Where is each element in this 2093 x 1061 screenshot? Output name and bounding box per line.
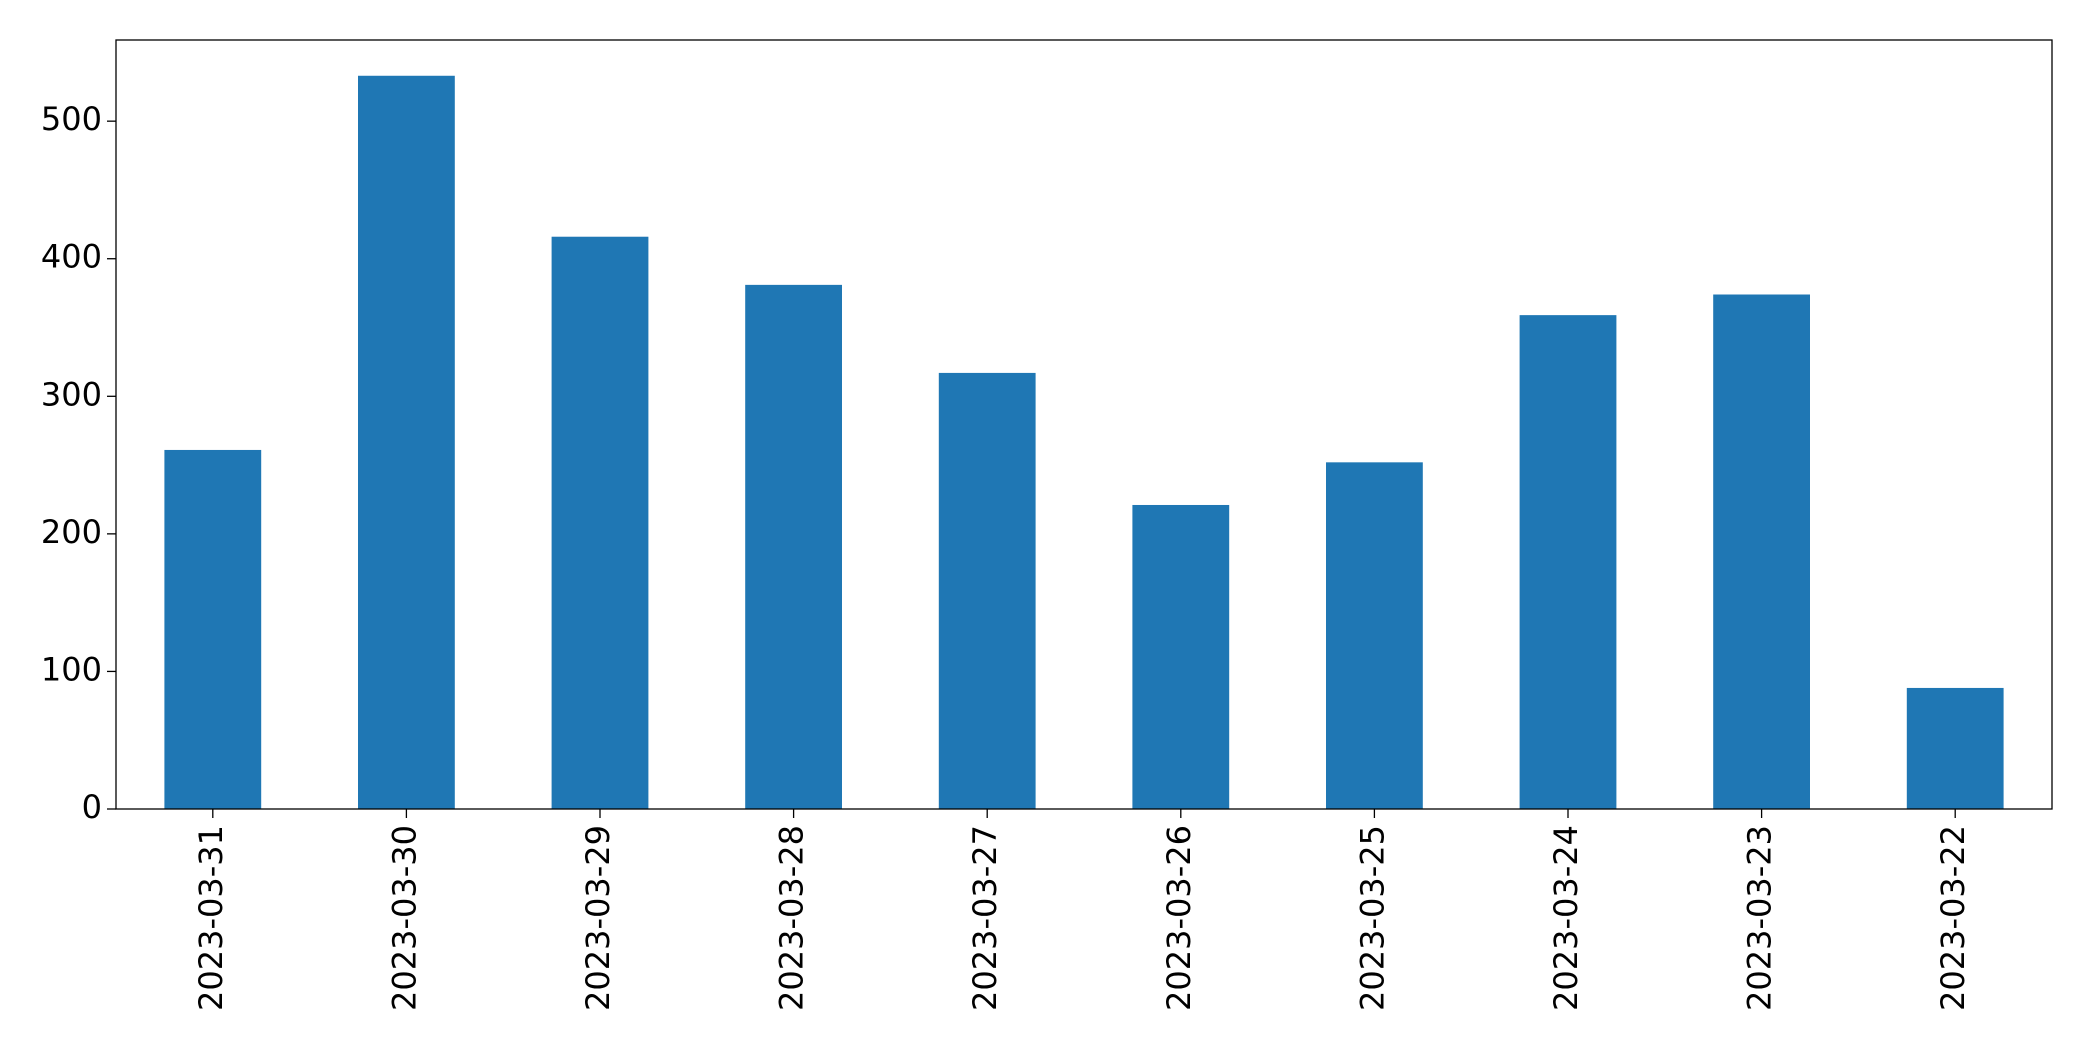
bar [358,75,455,809]
bar [938,372,1036,809]
y-tick-label: 0 [82,788,102,826]
bar [1713,294,1810,809]
x-tick-label: 2023-03-27 [966,825,1004,1011]
x-tick-label: 2023-03-25 [1353,825,1391,1011]
y-tick-label: 500 [41,100,102,138]
y-tick-label: 400 [41,238,102,276]
y-tick-label: 100 [41,650,102,688]
bar [745,284,842,810]
plot-frame [115,39,2053,810]
x-tick-label: 2023-03-26 [1160,825,1198,1011]
x-tick-label: 2023-03-23 [1741,825,1779,1011]
x-tick-label: 2023-03-30 [385,825,423,1011]
bar [1906,687,2004,809]
x-tick-label: 2023-03-24 [1547,825,1585,1011]
x-tick-label: 2023-03-29 [579,825,617,1011]
y-tick-label: 300 [41,375,102,413]
bar [1326,462,1423,809]
x-tick-label: 2023-03-22 [1934,825,1972,1011]
x-tick-label: 2023-03-28 [773,825,811,1011]
x-tick-label: 2023-03-31 [192,825,230,1011]
bar [1132,504,1230,809]
bar [551,236,649,809]
bar [164,449,262,809]
bar [1519,315,1617,809]
y-tick-label: 200 [41,513,102,551]
